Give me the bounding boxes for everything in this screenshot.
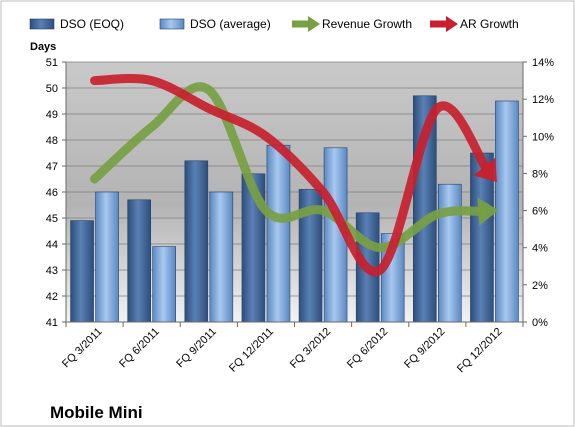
y-left-tick-label: 43 bbox=[46, 265, 58, 277]
y-left-tick-label: 50 bbox=[46, 83, 58, 95]
y-right-tick-label: 4% bbox=[532, 243, 548, 255]
y-left-tick-label: 48 bbox=[46, 135, 58, 147]
bar-dso-eoq--1 bbox=[127, 199, 151, 323]
legend-label-dso-eoq-: DSO (EOQ) bbox=[60, 17, 124, 31]
bar-dso-average--1 bbox=[152, 246, 176, 323]
legend-arrow-revenue-growth bbox=[308, 16, 320, 32]
lines bbox=[90, 74, 499, 277]
bar-dso-average--0 bbox=[95, 191, 119, 323]
y-right-tick-label: 6% bbox=[532, 206, 548, 218]
y-left-axis-label: Days bbox=[30, 41, 56, 53]
legend-label-ar-growth: AR Growth bbox=[460, 17, 519, 31]
legend-swatch-dso-eoq- bbox=[29, 18, 55, 30]
y-right-tick-label: 0% bbox=[532, 317, 548, 329]
line-ar-growth bbox=[90, 74, 492, 277]
y-right-tick-label: 10% bbox=[532, 131, 554, 143]
y-left-tick-label: 45 bbox=[46, 213, 58, 225]
bar-dso-eoq--0 bbox=[70, 220, 94, 323]
bar-dso-average--2 bbox=[209, 191, 234, 323]
bar-dso-eoq--2 bbox=[184, 160, 209, 323]
legend-swatch-dso-average- bbox=[159, 18, 185, 30]
y-right-tick-label: 2% bbox=[532, 280, 548, 292]
line-arrowhead-revenue-growth bbox=[477, 197, 499, 226]
y-right-tick-label: 12% bbox=[532, 94, 554, 106]
bars bbox=[70, 95, 519, 323]
y-left-tick-label: 47 bbox=[46, 161, 58, 173]
legend-label-revenue-growth: Revenue Growth bbox=[322, 17, 412, 31]
y-left-tick-label: 49 bbox=[46, 109, 58, 121]
y-left-tick-label: 46 bbox=[46, 187, 58, 199]
y-left-tick-label: 51 bbox=[46, 57, 58, 69]
y-left-tick-label: 41 bbox=[46, 317, 58, 329]
line-revenue-growth bbox=[90, 82, 487, 253]
y-right-tick-label: 8% bbox=[532, 168, 548, 180]
y-left-tick-label: 42 bbox=[46, 291, 58, 303]
legend: DSO (EOQ) DSO (average) Revenue Growth AR G… bbox=[29, 16, 519, 32]
bar-dso-average--3 bbox=[266, 144, 291, 323]
chart-title: Mobile Mini bbox=[50, 403, 143, 422]
y-right-tick-label: 14% bbox=[532, 57, 554, 69]
line-arrowhead-ar-growth bbox=[473, 157, 497, 183]
bar-dso-average--7 bbox=[495, 100, 519, 323]
legend-arrow-ar-growth bbox=[446, 16, 458, 32]
legend-label-dso-average-: DSO (average) bbox=[190, 17, 271, 31]
y-left-tick-label: 44 bbox=[46, 239, 58, 251]
bar-dso-average--6 bbox=[438, 183, 462, 323]
